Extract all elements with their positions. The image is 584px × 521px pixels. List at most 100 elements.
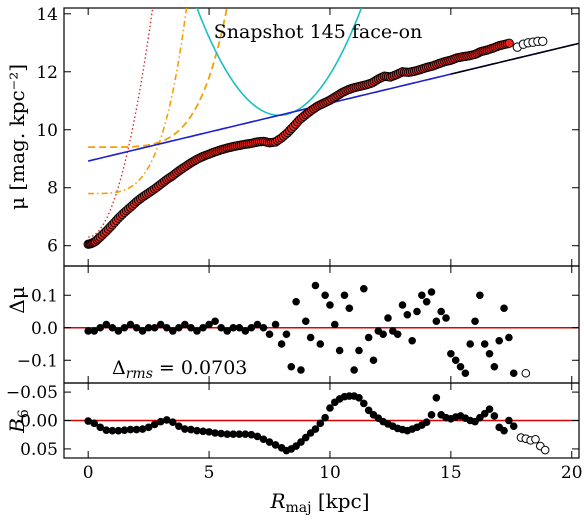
b6-point (364, 406, 373, 415)
b6-point (509, 422, 518, 430)
b6-point (355, 393, 363, 402)
x-axis-label: Rmaj [kpc] (269, 489, 369, 516)
profile-y-tick-label: 6 (47, 237, 58, 257)
b6-point (253, 432, 262, 441)
profile-y-tick-label: 14 (36, 5, 58, 25)
b6-point (500, 426, 508, 435)
residual-open-point (521, 368, 531, 378)
residual-point (316, 340, 325, 348)
b6-point (120, 426, 129, 434)
b6-point (108, 426, 117, 435)
residual-point (282, 330, 291, 339)
residual-point (442, 314, 450, 322)
residual-point (451, 356, 460, 365)
profile-point (504, 38, 514, 48)
residual-point (301, 317, 310, 326)
residual-point (292, 297, 300, 306)
x-tick-label: 5 (204, 463, 215, 483)
b6-point (102, 426, 111, 434)
b6-point (326, 404, 334, 412)
x-tick-label: 15 (440, 463, 462, 483)
residual-point (175, 323, 183, 332)
residual-point (265, 330, 274, 339)
residual-point (229, 323, 238, 332)
residual-point (345, 304, 354, 313)
residual-point (505, 333, 513, 342)
b6-point (144, 423, 153, 432)
residual-point (297, 366, 305, 374)
residual-point (114, 327, 123, 335)
b6-point (271, 441, 280, 449)
residual-point (500, 304, 508, 313)
b6-point (211, 429, 219, 437)
b6-point (90, 419, 99, 428)
b6-point (265, 438, 274, 446)
b6-point (490, 412, 499, 420)
residual-point (277, 340, 286, 348)
b6-point (480, 409, 489, 418)
residual-point (120, 323, 129, 332)
residual-point (384, 314, 392, 322)
residual-point (205, 320, 213, 329)
residual-point (253, 320, 262, 329)
b6-point (259, 435, 268, 444)
x-tick-label: 0 (83, 463, 94, 483)
b6-point (175, 422, 183, 430)
residual-point (408, 336, 416, 345)
residual-point (355, 346, 363, 355)
x-tick-label: 10 (319, 463, 341, 483)
b6-point (301, 433, 310, 442)
b6-point (223, 430, 232, 438)
rms-annotation: Δrms = 0.0703 (112, 357, 247, 382)
b6-point (311, 425, 320, 433)
profile-title: Snapshot 145 face-on (214, 21, 423, 43)
b6-point (235, 430, 244, 438)
residual-point (427, 288, 436, 296)
b6-point (217, 429, 225, 438)
b6-point (241, 430, 250, 438)
residual-point (456, 362, 465, 371)
residual-point (132, 323, 141, 332)
b6-point (156, 417, 165, 426)
residual-point (235, 323, 244, 332)
residual-point (138, 327, 147, 335)
b6-point (169, 418, 177, 427)
residual-point (259, 323, 268, 332)
residual-point (461, 369, 470, 378)
b6-point (205, 428, 213, 436)
residual-point (211, 317, 219, 326)
residual-point (418, 291, 426, 300)
b6-point (297, 438, 305, 446)
residual-point (247, 323, 256, 332)
residual-point (393, 330, 402, 339)
b6-point (96, 423, 105, 432)
residual-point (340, 291, 349, 300)
residual-point (485, 349, 494, 358)
residual-point (321, 291, 329, 300)
b6-point (84, 417, 92, 425)
total-model-curve (450, 42, 579, 75)
profile-ylabel: μ [mag. kpc⁻²] (5, 64, 29, 210)
residual-point (350, 366, 358, 374)
b6-point (316, 419, 325, 428)
b6-point (485, 405, 494, 413)
residual-point (495, 336, 504, 345)
residual-point (287, 362, 296, 371)
residual-point (306, 333, 315, 342)
residual-point (150, 323, 159, 332)
residual-point (90, 327, 99, 335)
b6-point (199, 427, 207, 436)
b6-y-tick-label: −0.05 (6, 383, 58, 403)
residual-point (398, 301, 407, 309)
residual-point (271, 320, 280, 329)
b6-y-tick-label: 0.05 (20, 440, 58, 460)
residual-point (187, 323, 195, 332)
profile-y-tick-label: 10 (36, 121, 58, 141)
residual-point (144, 323, 153, 332)
b6-point (138, 425, 147, 433)
residual-point (199, 323, 207, 332)
residual-point (223, 327, 232, 335)
residual-point (379, 330, 387, 339)
residual-y-tick-label: −0.1 (17, 351, 58, 371)
